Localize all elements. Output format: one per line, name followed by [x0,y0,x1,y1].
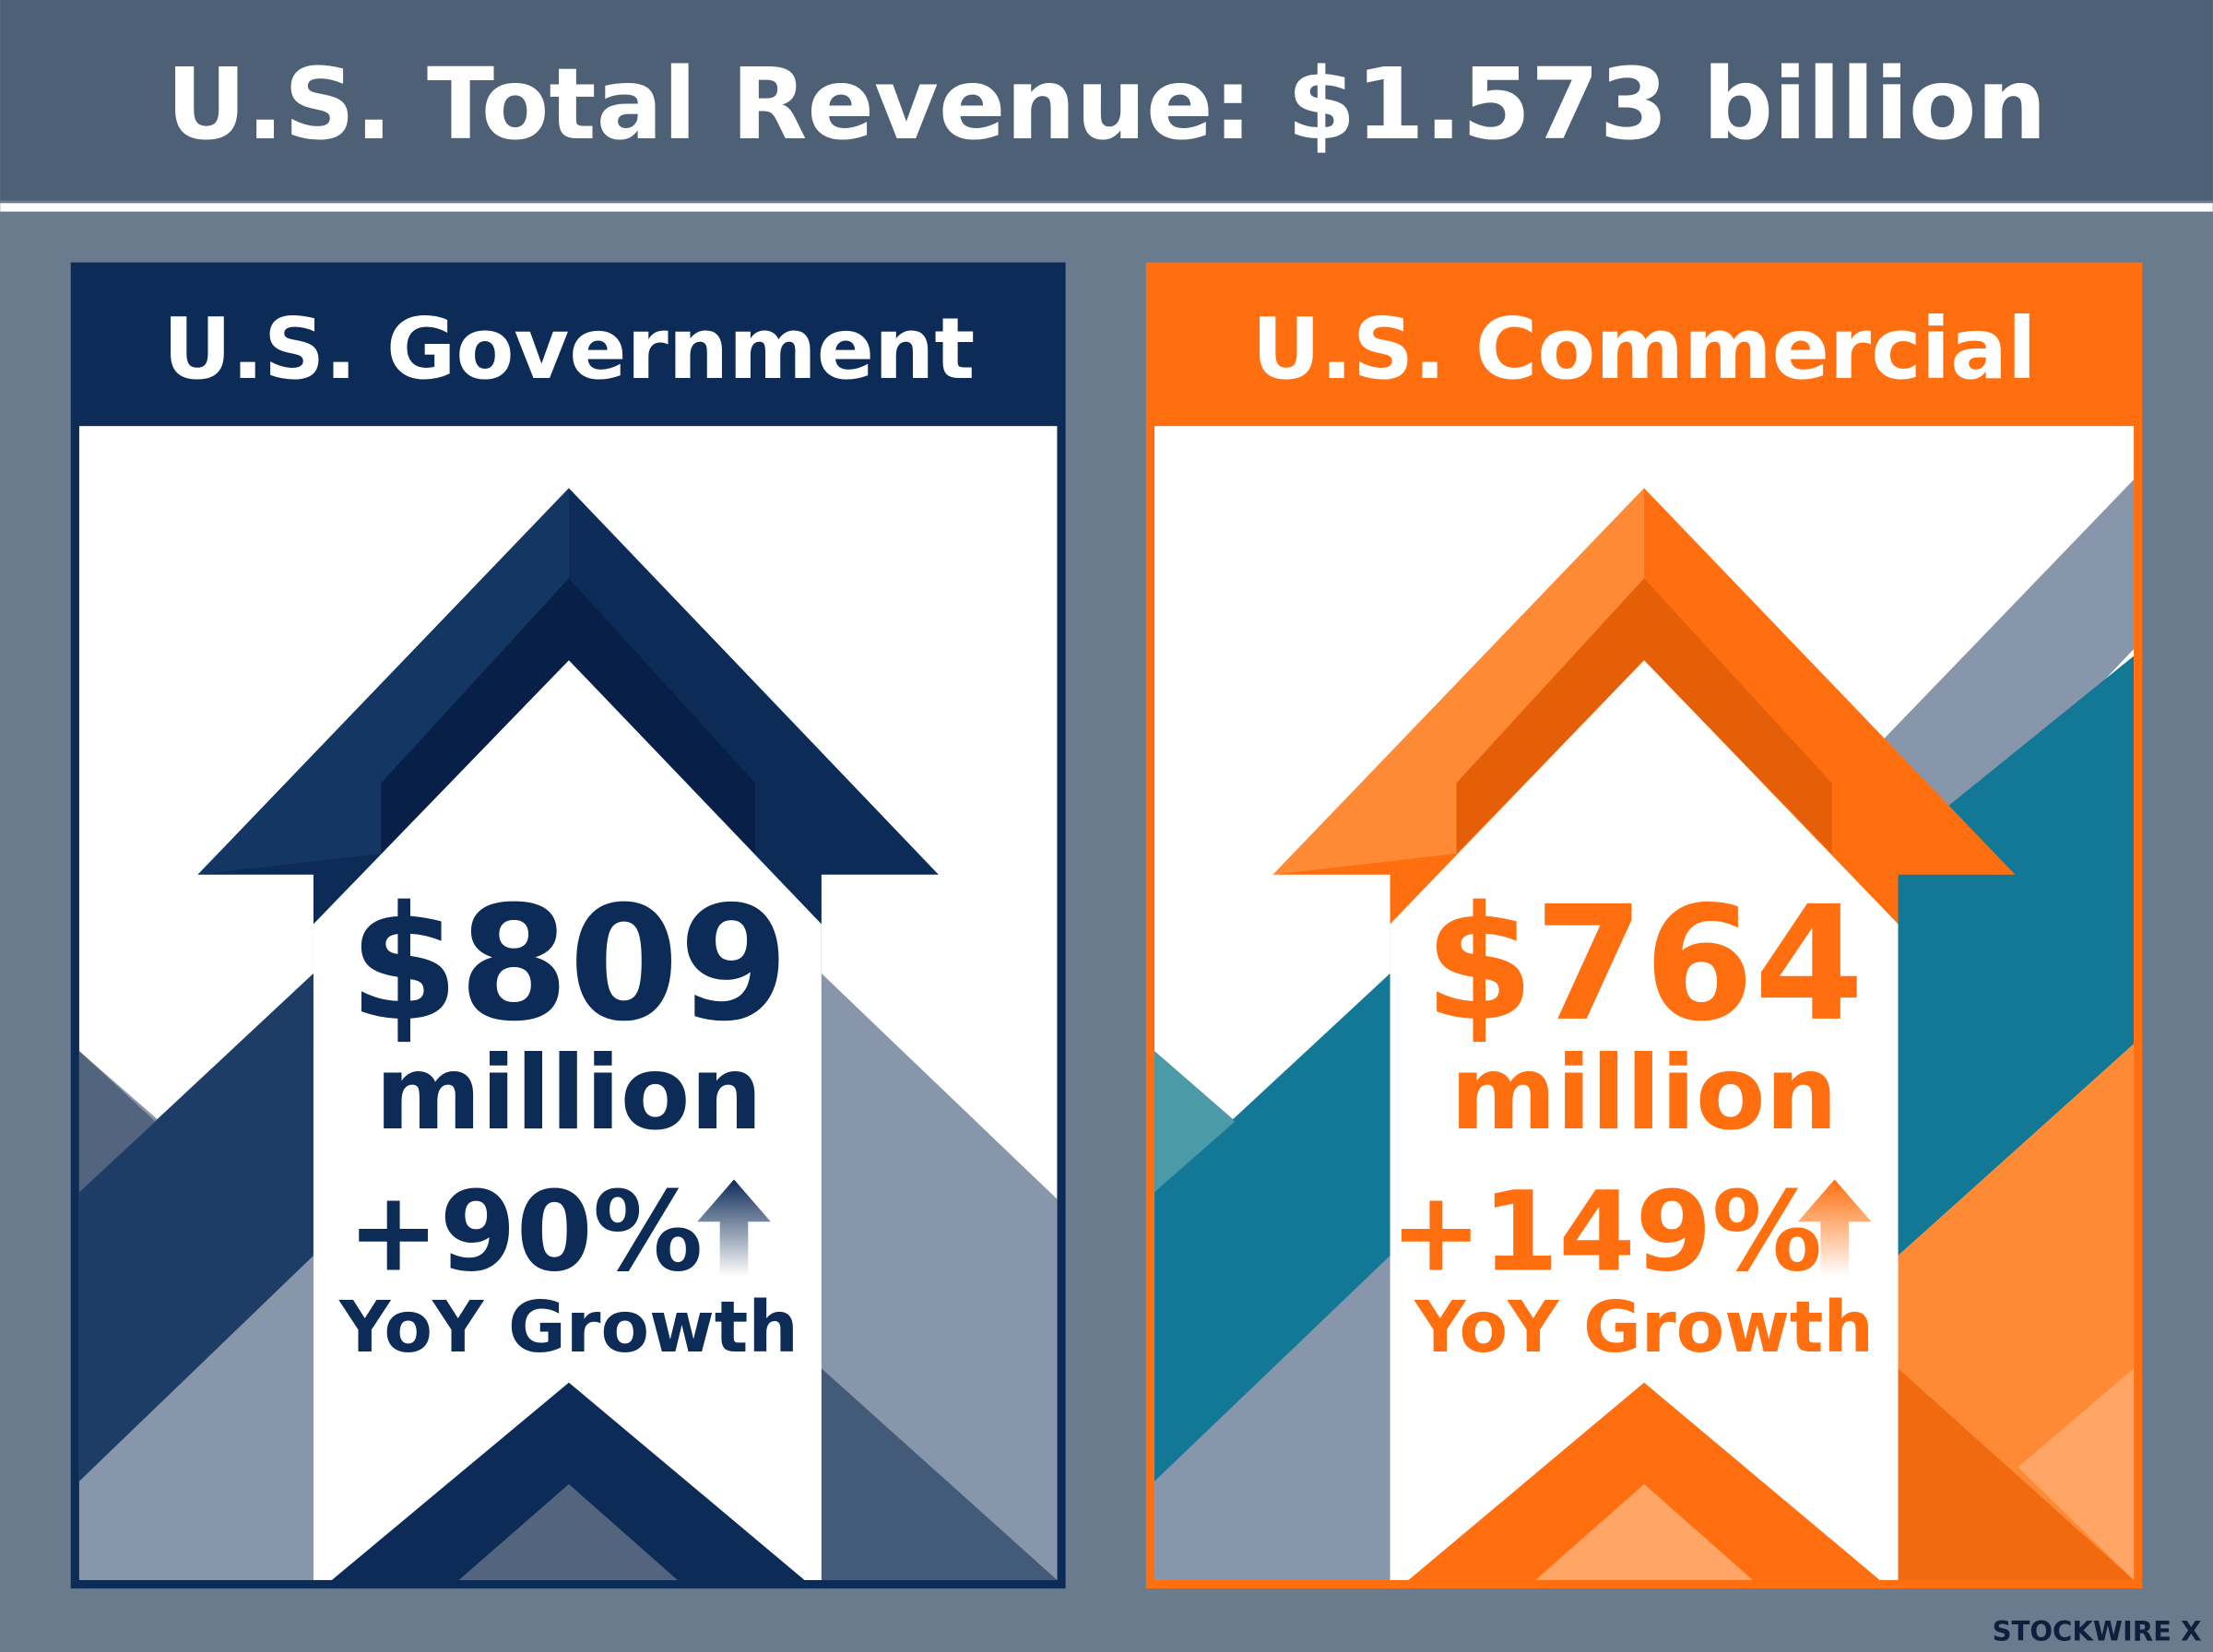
brand: STOCKWIRE X [1993,1616,2202,1647]
growth: +149% [1390,1168,1822,1296]
amount: $764 [1425,873,1864,1056]
header-bar [0,0,2213,201]
header-rule [0,203,2213,212]
growth: +90% [348,1168,704,1296]
panel-title: U.S. Government [163,300,976,398]
panel-title: U.S. Commercial [1252,300,2037,398]
growth-label: YoY Growth [1414,1287,1874,1369]
decoration [1154,479,2135,1580]
header-title: U.S. Total Revenue: $1.573 billion [166,48,2047,162]
commercial-panel: U.S. Commercial $764 million +149% YoY G… [1145,262,2143,1589]
growth-arrow [697,1179,771,1277]
decoration [78,488,1058,1580]
amount-unit: million [375,1034,763,1152]
government-panel: U.S. Government $809 million +90% YoY Gr… [70,262,1066,1589]
amount-unit: million [1450,1034,1838,1152]
growth-label: YoY Growth [338,1287,799,1369]
amount: $809 [349,873,788,1056]
growth-arrow [1797,1179,1872,1277]
